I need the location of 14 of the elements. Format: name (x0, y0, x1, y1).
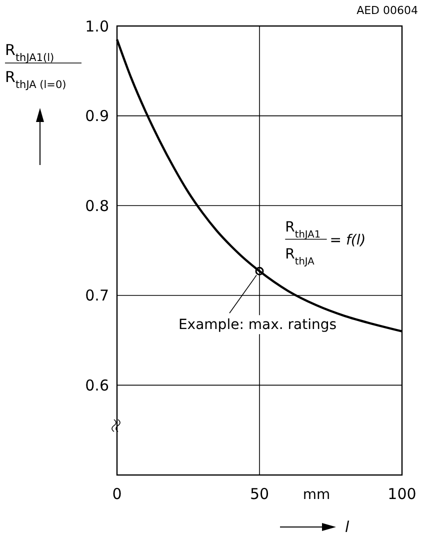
text: R$_{thJA1}$ R$_{thJA}$ = f(l) (285, 219, 366, 267)
text: mm (302, 487, 330, 503)
text: AED 00604 (356, 4, 418, 17)
x-tick-label: 100 (388, 485, 416, 503)
y-tick-label: 0.9 (85, 107, 109, 126)
y-tick-label: 1.0 (85, 17, 109, 36)
y-tick-label: 0.8 (85, 196, 109, 215)
y-tick-label: 0.6 (85, 376, 109, 394)
y-tick-label: 0.7 (85, 286, 109, 305)
x-tick-label: 0 (112, 485, 122, 503)
x-tick-label: 50 (250, 485, 270, 503)
x-axis-title: l (345, 518, 350, 536)
annotation: Example: max. ratings (178, 317, 337, 334)
y-axis-title: R$_{thJA1(l)}$ R$_{thJA (l=0)}$ (5, 41, 66, 91)
